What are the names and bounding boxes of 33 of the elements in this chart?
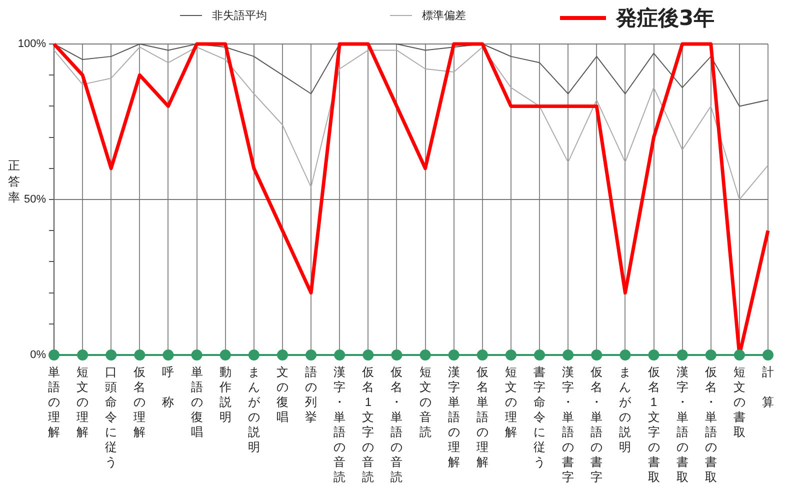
x-tick-label: 短文の理解 <box>76 364 89 439</box>
x-tick-label: 仮名・単語の書取 <box>704 364 717 484</box>
x-tick-label: 漢字・単語の音読 <box>334 364 346 484</box>
y-tick-label: 100% <box>18 38 46 50</box>
x-tick-label: 単語の復唱 <box>190 364 203 439</box>
x-tick-label: 語の列挙 <box>305 364 318 424</box>
y-tick-label: 0% <box>30 349 46 362</box>
category-label: 計算 <box>762 364 774 409</box>
legend-label: 標準偏差 <box>422 8 466 23</box>
y-tick-label: 50% <box>24 194 46 206</box>
x-tick-label: 仮名の理解 <box>132 364 146 439</box>
legend-label: 非失語平均 <box>212 8 267 23</box>
x-tick-label: 漢字単語の理解 <box>448 364 460 469</box>
category-label: 呼称 <box>162 364 174 409</box>
x-tick-label: 仮名・単語の音読 <box>390 364 403 484</box>
x-tick-label: 漢字・単語の書取 <box>676 364 688 484</box>
x-tick-label: 短文の書取 <box>733 364 746 439</box>
x-tick-label: 短文の理解 <box>504 364 517 439</box>
x-tick-label: 単語の理解 <box>48 364 60 439</box>
x-tick-label: 漢字・単語の書字 <box>562 364 574 484</box>
x-tick-label: 文の復唱 <box>276 364 288 424</box>
x-tick-label: 仮名・単語の書字 <box>590 364 603 484</box>
x-tick-label: 書字命令に従う <box>534 364 546 469</box>
x-tick-label: 仮名1文字の音読 <box>361 364 374 484</box>
x-tick-label: 仮名単語の理解 <box>475 364 488 469</box>
x-tick-label: まんがの説明 <box>619 364 632 454</box>
x-tick-label: 口頭命令に従う <box>105 364 118 469</box>
x-tick-label: 短文の音読 <box>419 364 432 439</box>
x-tick-label: 動作説明 <box>218 364 232 424</box>
x-tick-label: まんがの説明 <box>248 364 261 454</box>
x-tick-label: 仮名1文字の書取 <box>646 364 660 484</box>
y-axis-title: 正答率 <box>8 158 20 205</box>
legend-label: 発症後3年 <box>616 5 715 32</box>
